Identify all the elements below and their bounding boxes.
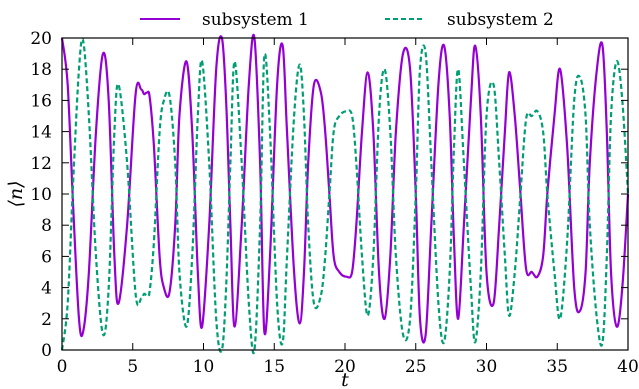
y-tick-label: 18 — [30, 60, 52, 80]
y-tick-label: 0 — [41, 341, 52, 361]
y-tick-label: 4 — [41, 279, 52, 299]
series-line-2 — [60, 37, 630, 355]
axes-frame — [61, 37, 629, 351]
x-tick-label: 30 — [476, 357, 498, 377]
x-tick-label: 5 — [127, 357, 138, 377]
legend-label-1: subsystem 1 — [202, 10, 309, 30]
y-tick-label: 6 — [41, 247, 52, 267]
y-tick-label: 12 — [30, 154, 52, 174]
x-tick-label: 0 — [57, 357, 68, 377]
y-tick-label: 14 — [30, 123, 52, 143]
x-tick-label: 40 — [617, 357, 639, 377]
y-tick-label: 8 — [41, 216, 52, 236]
x-tick-label: 20 — [334, 357, 356, 377]
series-line-1 — [60, 33, 630, 344]
x-axis-label: t — [341, 369, 349, 389]
x-tick-label: 10 — [193, 357, 215, 377]
x-tick-label: 25 — [405, 357, 427, 377]
plot-frame — [61, 37, 629, 351]
plot-series — [60, 33, 630, 355]
y-tick-label: 20 — [30, 29, 52, 49]
y-axis-label: ⟨n⟩ — [5, 180, 27, 207]
y-tick-label: 10 — [30, 185, 52, 205]
y-tick-label: 2 — [41, 310, 52, 330]
legend: subsystem 1 subsystem 2 — [140, 10, 554, 30]
legend-label-2: subsystem 2 — [447, 10, 554, 30]
axis-ticks: 0 5 10 15 20 25 30 35 40 0 2 4 6 8 10 12 14 16 18 20 — [30, 29, 638, 377]
x-tick-label: 35 — [546, 357, 568, 377]
y-tick-label: 16 — [30, 91, 52, 111]
x-tick-label: 15 — [263, 357, 285, 377]
